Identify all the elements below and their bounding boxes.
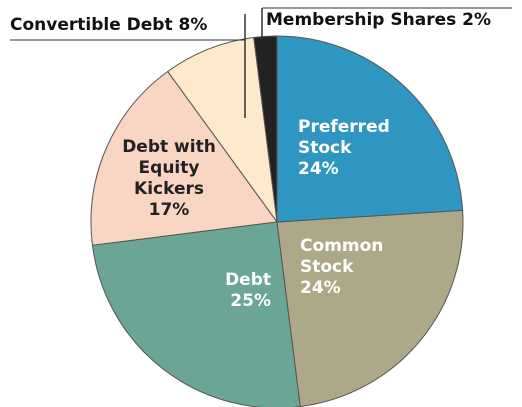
value-label: 2% — [462, 10, 492, 30]
value-label: 17% — [148, 200, 190, 220]
slice-label: Common Stock 24% — [300, 236, 410, 299]
category-label: Debt with Equity Kickers — [122, 137, 216, 199]
category-label: Convertible Debt — [10, 15, 173, 35]
slice-label: Preferred Stock 24% — [298, 117, 408, 180]
pie-slice — [276, 209, 464, 407]
value-label: 24% — [300, 278, 341, 298]
value-label: 24% — [298, 159, 339, 179]
category-label: Membership Shares — [266, 10, 457, 30]
slice-label: Membership Shares 2% — [266, 10, 491, 31]
slice-label: Convertible Debt 8% — [10, 15, 207, 36]
category-label: Debt — [225, 270, 271, 290]
pie-slice — [91, 221, 301, 407]
pie-slice — [90, 70, 278, 246]
pie-slice — [276, 35, 464, 223]
slice-label: Debt with Equity Kickers 17% — [104, 137, 234, 221]
category-label: Common Stock — [300, 236, 384, 277]
slice-label: Debt 25% — [205, 270, 271, 312]
value-label: 8% — [178, 15, 208, 35]
value-label: 25% — [230, 291, 271, 311]
category-label: Preferred Stock — [298, 117, 390, 158]
pie-slice — [166, 36, 278, 223]
